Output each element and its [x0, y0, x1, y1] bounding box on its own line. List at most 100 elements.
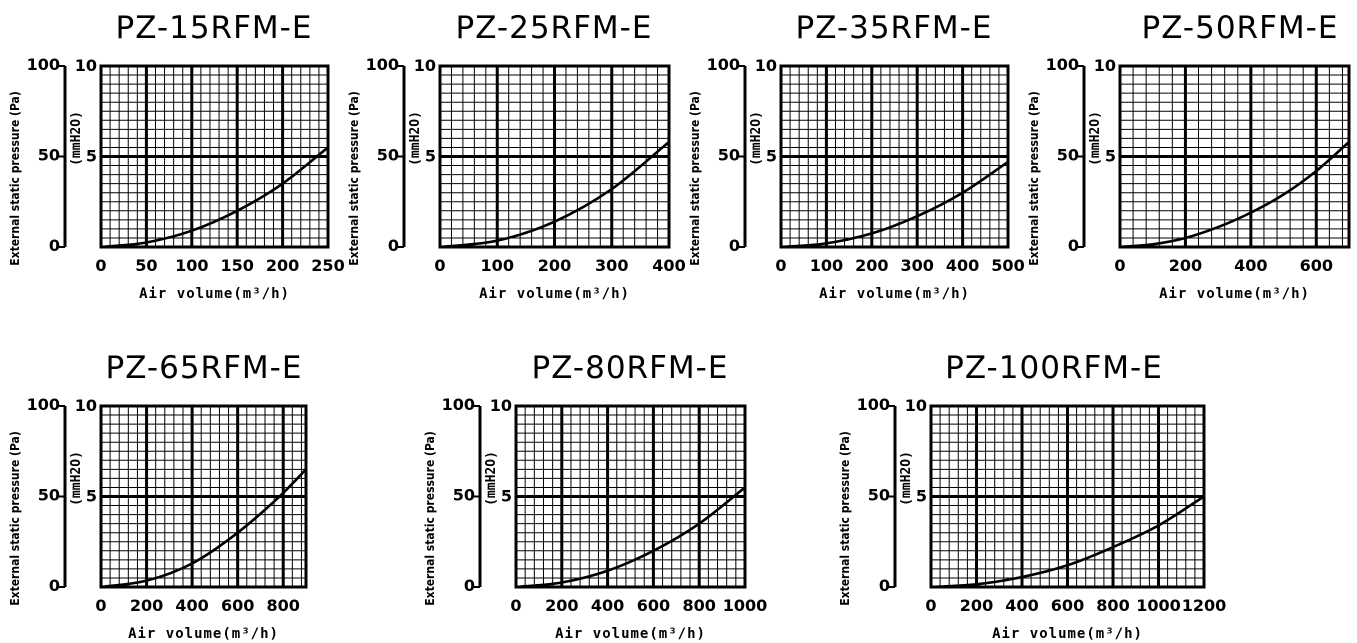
series-line [99, 146, 330, 249]
chart-title: PZ-65RFM-E [106, 350, 303, 386]
y-tick-label: 50 [868, 486, 890, 505]
chart-panel: PZ-25RFM-E 0 50 100 5 10 External static press… [347, 10, 686, 302]
chart-panel: PZ-35RFM-E 0 50 100 5 10 External static press… [688, 10, 1025, 302]
chart-panel: PZ-50RFM-E 0 50 100 5 10 External static press… [1027, 10, 1351, 302]
x-axis-label: Air volume(m³/h) [128, 626, 279, 642]
y-axis-label: External static pressure (Pa) [347, 91, 361, 266]
x-tick-label: 400 [946, 256, 979, 275]
y-tick-label: 100 [442, 395, 475, 414]
y-tick-label: 0 [1068, 236, 1079, 255]
series-line [438, 140, 671, 249]
x-tick-label: 800 [682, 596, 715, 615]
y2-tick-label: 5 [916, 487, 927, 506]
y2-tick-label: 10 [414, 56, 436, 75]
x-tick-label: 400 [1234, 256, 1267, 275]
y2-tick-label: 10 [490, 396, 512, 415]
plot-frame [438, 64, 671, 249]
x-tick-label: 1000 [1136, 596, 1181, 615]
y-tick-label: 100 [707, 55, 740, 74]
x-tick-label: 50 [135, 256, 157, 275]
y-axis-label: External static pressure (Pa) [8, 91, 22, 266]
y-tick-label: 50 [38, 146, 60, 165]
x-tick-label: 100 [810, 256, 843, 275]
x-tick-label: 600 [637, 596, 670, 615]
y2-axis-label: (mmH2O) [1088, 111, 1103, 166]
y-tick-label: 100 [27, 55, 60, 74]
y-tick-label: 0 [49, 236, 60, 255]
x-tick-label: 300 [900, 256, 933, 275]
x-tick-label: 1200 [1182, 596, 1227, 615]
x-tick-label: 800 [267, 596, 300, 615]
plot-frame [99, 64, 330, 249]
y-axis-label: External static pressure (Pa) [1027, 91, 1041, 266]
y2-axis-label: (mmH2O) [484, 451, 499, 506]
plot-frame [514, 404, 747, 589]
y2-tick-label: 5 [86, 487, 97, 506]
series-line [1118, 140, 1351, 249]
x-tick-label: 0 [925, 596, 936, 615]
x-tick-label: 200 [130, 596, 163, 615]
y2-tick-label: 5 [86, 147, 97, 166]
x-tick-label: 250 [311, 256, 344, 275]
series-line [779, 160, 1010, 249]
y2-axis-label: (mmH2O) [69, 451, 84, 506]
y-tick-label: 0 [729, 236, 740, 255]
y-tick-label: 0 [388, 236, 399, 255]
y2-axis-label: (mmH2O) [749, 111, 764, 166]
x-tick-label: 1000 [723, 596, 768, 615]
x-tick-label: 800 [1096, 596, 1129, 615]
x-axis-label: Air volume(m³/h) [139, 286, 290, 302]
y-tick-label: 0 [49, 576, 60, 595]
y2-axis-label: (mmH2O) [899, 451, 914, 506]
y-tick-label: 0 [879, 576, 890, 595]
chart-panel: PZ-65RFM-E 0 50 100 5 10 External static press… [8, 350, 308, 642]
x-tick-label: 0 [1114, 256, 1125, 275]
x-tick-label: 400 [652, 256, 685, 275]
x-axis-label: Air volume(m³/h) [1159, 286, 1310, 302]
chart-title: PZ-100RFM-E [945, 350, 1163, 386]
x-tick-label: 200 [960, 596, 993, 615]
y2-tick-label: 5 [501, 487, 512, 506]
y-tick-label: 100 [27, 395, 60, 414]
x-tick-label: 200 [538, 256, 571, 275]
y-tick-label: 50 [453, 486, 475, 505]
chart-title: PZ-15RFM-E [116, 10, 313, 46]
x-tick-label: 400 [175, 596, 208, 615]
x-axis-label: Air volume(m³/h) [479, 286, 630, 302]
y2-tick-label: 10 [755, 56, 777, 75]
x-axis-label: Air volume(m³/h) [819, 286, 970, 302]
x-tick-label: 0 [775, 256, 786, 275]
chart-title: PZ-50RFM-E [1142, 10, 1339, 46]
y2-axis-label: (mmH2O) [69, 111, 84, 166]
y2-tick-label: 10 [1094, 56, 1116, 75]
x-tick-label: 0 [434, 256, 445, 275]
x-tick-label: 600 [1051, 596, 1084, 615]
y2-tick-label: 5 [1105, 147, 1116, 166]
y-tick-label: 100 [857, 395, 890, 414]
y-tick-label: 0 [464, 576, 475, 595]
x-tick-label: 0 [510, 596, 521, 615]
y2-tick-label: 10 [75, 56, 97, 75]
x-tick-label: 200 [1169, 256, 1202, 275]
y-axis-label: External static pressure (Pa) [688, 91, 702, 266]
y2-tick-label: 10 [905, 396, 927, 415]
y-tick-label: 50 [718, 146, 740, 165]
series-line [929, 495, 1206, 589]
x-tick-label: 200 [266, 256, 299, 275]
plot-frame [99, 404, 308, 589]
x-tick-label: 100 [481, 256, 514, 275]
chart-panel: PZ-80RFM-E 0 50 100 5 10 External static press… [423, 350, 767, 642]
series-line [99, 468, 308, 589]
x-axis-label: Air volume(m³/h) [555, 626, 706, 642]
y-tick-label: 50 [377, 146, 399, 165]
y2-tick-label: 10 [75, 396, 97, 415]
x-axis-label: Air volume(m³/h) [992, 626, 1143, 642]
chart-title: PZ-25RFM-E [456, 10, 653, 46]
x-tick-label: 600 [221, 596, 254, 615]
y2-tick-label: 5 [425, 147, 436, 166]
y2-axis-label: (mmH2O) [408, 111, 423, 166]
x-tick-label: 600 [1300, 256, 1333, 275]
y-axis-label: External static pressure (Pa) [838, 431, 852, 606]
y-tick-label: 50 [38, 486, 60, 505]
